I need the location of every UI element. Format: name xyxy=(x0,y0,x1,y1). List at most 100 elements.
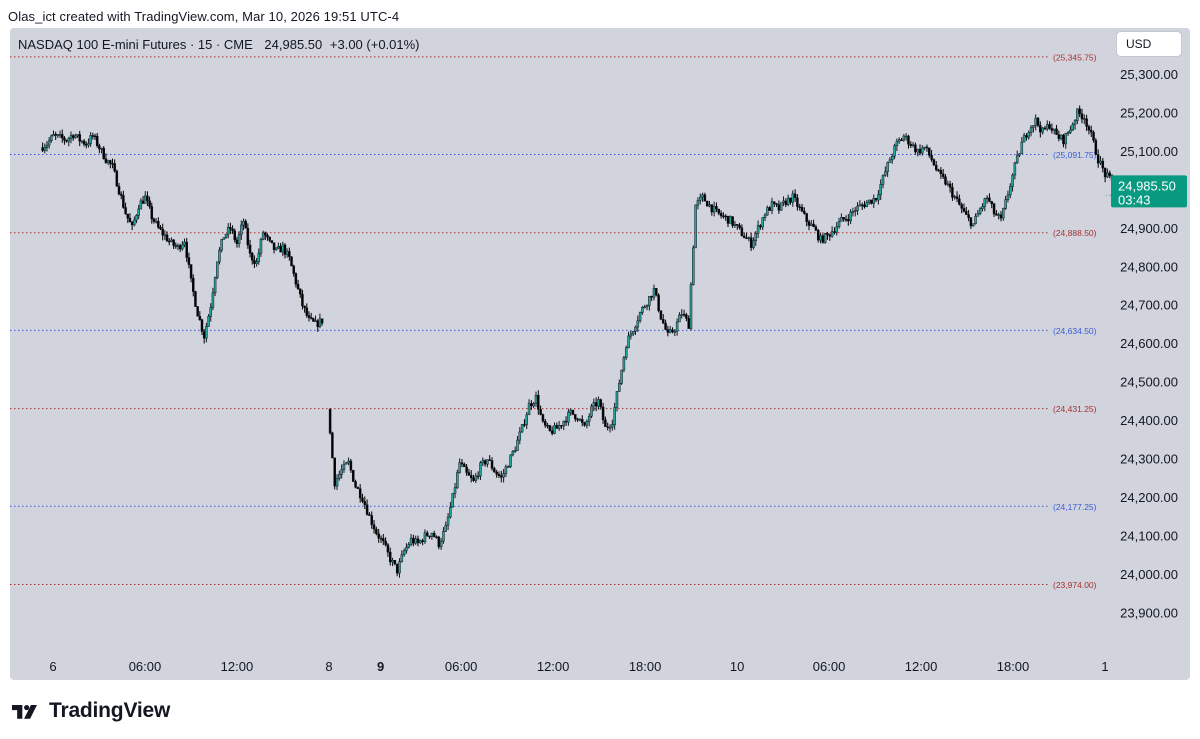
candle-down xyxy=(312,318,315,322)
candle-down xyxy=(784,200,788,205)
candle-up xyxy=(335,478,339,487)
candle-up xyxy=(634,326,637,332)
candle-up xyxy=(569,409,572,413)
candle-up xyxy=(652,288,656,298)
candle-down xyxy=(95,135,99,147)
candle-down xyxy=(356,486,360,489)
candle-down xyxy=(119,193,123,196)
candle-up xyxy=(886,162,889,173)
candle-down xyxy=(1036,117,1040,126)
candle-down xyxy=(196,306,199,317)
candle-up xyxy=(444,524,448,532)
candle-up xyxy=(923,146,926,149)
candle-down xyxy=(1039,125,1042,133)
candle-down xyxy=(363,501,367,506)
candle-down xyxy=(78,134,81,142)
candle-up xyxy=(451,493,454,508)
candle-up xyxy=(678,314,681,323)
candle-down xyxy=(98,145,101,150)
candle-down xyxy=(932,159,936,166)
candle-up xyxy=(205,326,208,339)
candle-down xyxy=(661,319,665,324)
candle-down xyxy=(1108,172,1111,176)
price-chart[interactable]: (25,345.75) (25,091.75) (24,888.50) (24,634… xyxy=(10,28,1190,680)
candle-up xyxy=(849,211,852,222)
candle-down xyxy=(192,278,195,292)
candle-up xyxy=(701,194,704,198)
candle-up xyxy=(680,313,683,316)
candle-down xyxy=(955,196,959,200)
candle-down xyxy=(934,164,938,171)
candle-down xyxy=(250,252,254,261)
candle-down xyxy=(102,147,105,160)
candle-up xyxy=(135,215,138,221)
candle-up xyxy=(456,472,459,488)
candle-down xyxy=(1089,130,1093,133)
candle-down xyxy=(465,466,468,473)
candle-down xyxy=(472,477,475,481)
candle-up xyxy=(240,224,243,235)
candle-up xyxy=(694,204,697,249)
candle-down xyxy=(279,246,282,253)
candle-down xyxy=(1025,135,1028,138)
candle-down xyxy=(1055,128,1058,135)
candle-up xyxy=(643,306,646,309)
brand-name: TradingView xyxy=(49,699,171,722)
candle-up xyxy=(856,205,859,211)
candle-up xyxy=(52,133,55,137)
candle-up xyxy=(1052,128,1056,131)
x-tick-label: 18:00 xyxy=(629,659,662,674)
candle-up xyxy=(1032,125,1035,128)
candle-up xyxy=(1071,124,1074,131)
candle-down xyxy=(264,232,267,236)
candle-down xyxy=(384,540,387,546)
candle-down xyxy=(296,284,300,290)
candle-up xyxy=(259,238,263,254)
candle-up xyxy=(853,210,857,212)
candle-up xyxy=(76,134,79,137)
candle-down xyxy=(469,475,473,479)
candle-down xyxy=(1094,140,1098,155)
candle-up xyxy=(100,147,103,150)
candle-down xyxy=(828,234,832,237)
last-price-countdown: 03:43 xyxy=(1118,192,1151,207)
candle-down xyxy=(710,204,714,213)
candle-up xyxy=(527,403,531,416)
x-tick-label: 12:00 xyxy=(221,659,254,674)
candle-up xyxy=(983,198,987,207)
candle-up xyxy=(285,251,289,255)
candle-up xyxy=(1046,124,1049,130)
candle-down xyxy=(1085,118,1088,127)
candle-down xyxy=(793,193,797,199)
candle-up xyxy=(668,329,672,333)
candle-down xyxy=(109,160,112,164)
candle-down xyxy=(523,424,526,426)
candle-up xyxy=(1064,133,1068,145)
candle-up xyxy=(916,148,919,153)
candle-up xyxy=(534,395,538,404)
candle-down xyxy=(54,133,57,136)
candle-down xyxy=(122,195,125,208)
candle-down xyxy=(571,409,575,415)
candle-down xyxy=(198,315,202,320)
tradingview-brand: TradingView xyxy=(12,699,170,723)
candle-up xyxy=(511,451,515,456)
candle-up xyxy=(183,241,186,246)
candle-up xyxy=(624,347,628,358)
candle-up xyxy=(1027,132,1031,138)
candle-up xyxy=(47,140,51,146)
candle-down xyxy=(874,198,878,201)
chart-panel[interactable]: (25,345.75) (25,091.75) (24,888.50) (24,634… xyxy=(10,28,1190,680)
candle-down xyxy=(965,211,968,215)
level-label: (24,431.25) xyxy=(1053,404,1097,414)
candle-up xyxy=(400,554,404,562)
candle-down xyxy=(292,265,295,274)
currency-button[interactable]: USD xyxy=(1116,31,1182,57)
candle-up xyxy=(763,214,767,218)
candle-up xyxy=(823,233,827,243)
candle-down xyxy=(361,497,364,502)
candle-up xyxy=(712,206,716,213)
candle-down xyxy=(375,528,378,534)
candle-up xyxy=(458,462,461,473)
candle-up xyxy=(976,213,980,217)
